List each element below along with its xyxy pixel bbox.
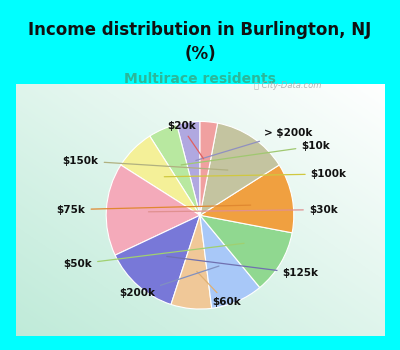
Wedge shape xyxy=(177,121,200,215)
Text: (%): (%) xyxy=(184,45,216,63)
Wedge shape xyxy=(115,215,200,304)
Wedge shape xyxy=(200,215,292,287)
Wedge shape xyxy=(121,136,200,215)
Text: $50k: $50k xyxy=(63,243,244,269)
Text: ⓘ City-Data.com: ⓘ City-Data.com xyxy=(254,81,322,90)
Wedge shape xyxy=(171,215,212,309)
Text: Income distribution in Burlington, NJ: Income distribution in Burlington, NJ xyxy=(28,21,372,39)
Text: $30k: $30k xyxy=(148,205,338,215)
Text: Multirace residents: Multirace residents xyxy=(124,72,276,86)
Text: $60k: $60k xyxy=(197,272,241,308)
Text: $75k: $75k xyxy=(57,205,251,215)
Text: $200k: $200k xyxy=(119,266,219,298)
Wedge shape xyxy=(150,124,200,215)
Text: $150k: $150k xyxy=(63,156,228,170)
Text: $20k: $20k xyxy=(167,121,204,159)
Wedge shape xyxy=(200,215,260,308)
Text: $125k: $125k xyxy=(167,257,318,278)
Text: $10k: $10k xyxy=(181,141,330,165)
Wedge shape xyxy=(200,121,218,215)
Text: > $200k: > $200k xyxy=(196,128,312,160)
Wedge shape xyxy=(106,165,200,255)
Text: $100k: $100k xyxy=(164,169,347,179)
Wedge shape xyxy=(200,165,294,233)
Wedge shape xyxy=(200,123,279,215)
